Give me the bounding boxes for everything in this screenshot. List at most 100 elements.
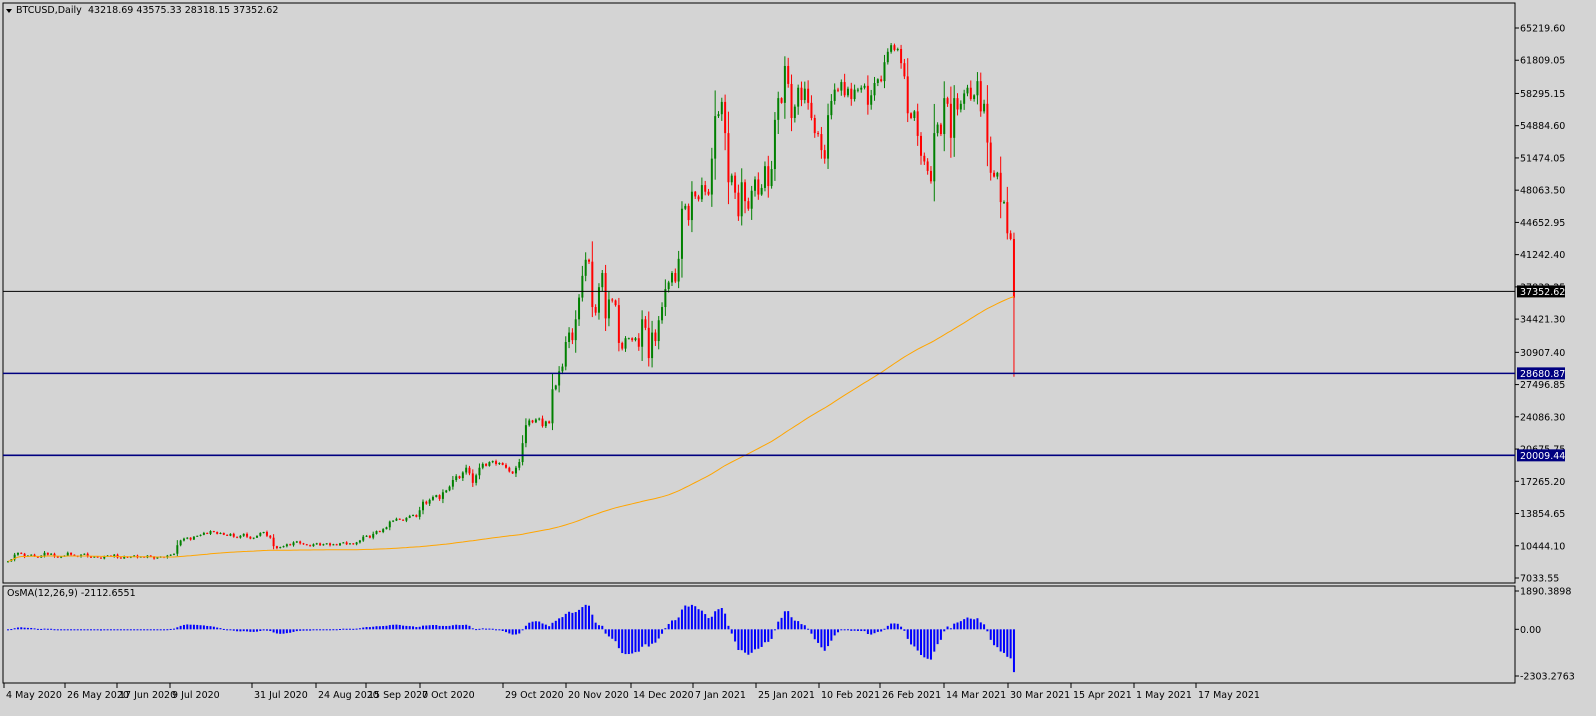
osma-bar: [714, 611, 717, 630]
candle-body: [96, 556, 99, 558]
candle-body: [299, 541, 302, 544]
candle-body: [654, 332, 657, 342]
osma-bar: [853, 629, 856, 631]
dropdown-arrow-icon[interactable]: [6, 9, 12, 13]
osma-bar: [564, 613, 567, 630]
osma-bar: [737, 629, 740, 650]
osma-bar: [465, 624, 468, 630]
time-tick-label: 15 Apr 2021: [1073, 690, 1132, 701]
osma-bar: [169, 628, 172, 630]
osma-tick-label: -2303.2763: [1520, 672, 1575, 683]
osma-bar: [13, 628, 16, 630]
osma-bar: [196, 624, 199, 630]
osma-bar: [60, 629, 63, 631]
osma-tick-label: 1890.3898: [1520, 587, 1571, 598]
osma-bar: [119, 629, 122, 631]
candle-body: [305, 544, 308, 546]
osma-bar: [299, 629, 302, 631]
candle-body: [495, 461, 498, 464]
osma-bar: [1003, 629, 1005, 653]
candle-body: [588, 259, 590, 262]
candle-body: [491, 461, 494, 463]
osma-bar: [780, 617, 783, 630]
osma-bar: [96, 629, 99, 631]
osma-bar: [621, 629, 624, 654]
candle-body: [365, 535, 368, 537]
candle-body: [830, 100, 833, 116]
candle-body: [86, 553, 89, 557]
osma-bar: [93, 629, 96, 631]
candle-body: [840, 82, 843, 91]
candle-body: [856, 89, 859, 91]
candle-body: [222, 532, 225, 535]
osma-bar: [674, 620, 677, 630]
osma-bar: [906, 629, 909, 639]
candle-body: [153, 556, 156, 559]
osma-bar: [667, 623, 670, 630]
osma-bar: [315, 629, 318, 631]
candle-body: [773, 119, 776, 170]
osma-pane[interactable]: OsMA(12,26,9) -2112.6551 1890.3898 0.00 -2…: [2, 585, 1575, 684]
osma-bar: [265, 629, 268, 631]
candle-body: [843, 82, 846, 96]
osma-bar: [422, 625, 424, 630]
candle-body: [823, 150, 826, 159]
osma-bar: [800, 624, 803, 630]
osma-bar: [408, 626, 411, 630]
candle-body: [853, 89, 856, 100]
osma-bar: [850, 629, 853, 631]
osma-bar: [521, 629, 524, 631]
candle-body: [863, 85, 866, 88]
candle-body: [209, 531, 212, 534]
osma-bar: [963, 619, 966, 630]
candle-body: [521, 443, 524, 463]
candle-body: [886, 51, 889, 63]
candle-body: [963, 93, 966, 104]
candle-body: [920, 135, 922, 156]
osma-bar: [475, 629, 478, 631]
candle-body: [7, 561, 9, 563]
candle-body: [607, 299, 610, 319]
time-tick-label: 29 Oct 2020: [505, 690, 564, 701]
osma-bar: [910, 629, 913, 645]
candle-body: [196, 535, 199, 537]
candle-body: [46, 552, 49, 555]
candle-body: [783, 65, 786, 103]
candle-body: [236, 536, 239, 538]
osma-bar: [993, 629, 996, 646]
candle-body: [999, 172, 1002, 203]
candle-body: [392, 520, 395, 522]
candle-body: [959, 103, 962, 110]
candle-body: [252, 537, 255, 539]
candle-body: [946, 98, 949, 104]
candle-body: [445, 490, 448, 493]
osma-bar: [292, 629, 295, 632]
osma-bar: [156, 629, 159, 631]
candle-body: [744, 182, 747, 202]
osma-bar: [823, 629, 826, 651]
osma-bar: [272, 629, 275, 633]
price-tick-label: 30907.40: [1520, 348, 1565, 359]
candle-body: [362, 536, 365, 541]
osma-bar: [212, 626, 215, 630]
osma-bar: [43, 628, 46, 630]
osma-bar: [73, 629, 76, 631]
osma-bar: [295, 629, 298, 632]
osma-bar: [617, 629, 620, 649]
candle-body: [953, 98, 956, 138]
osma-bar: [574, 612, 577, 630]
osma-bar: [949, 628, 952, 630]
candle-body: [790, 83, 793, 118]
osma-bar: [634, 629, 637, 653]
price-pane[interactable]: [2, 2, 1516, 584]
candle-body: [232, 533, 235, 537]
candle-body: [611, 299, 614, 301]
candle-body: [455, 476, 458, 481]
time-tick-label: 25 Jan 2021: [758, 690, 815, 701]
osma-bar: [760, 629, 763, 647]
candle-body: [837, 89, 839, 91]
candle-body: [534, 419, 537, 423]
candle-body: [358, 540, 361, 543]
